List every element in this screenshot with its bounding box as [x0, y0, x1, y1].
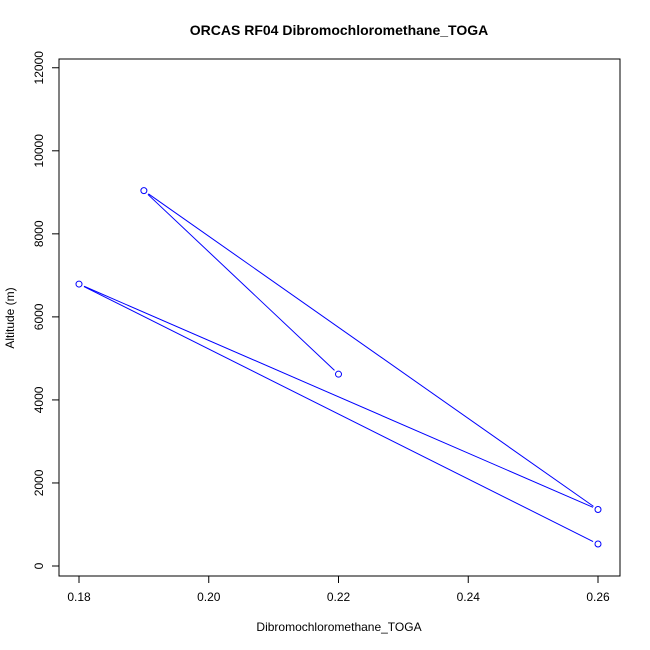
y-axis: 0 2000 4000 6000 8000 10000 12000 [32, 51, 60, 569]
series-line-segment [83, 286, 594, 542]
y-tick-label: 8000 [32, 220, 46, 247]
y-tick-label: 6000 [32, 303, 46, 330]
data-point [594, 540, 602, 548]
y-axis-label: Altitude (m) [3, 287, 17, 348]
series-line-segment [83, 285, 594, 508]
series-line-segment [147, 194, 335, 371]
x-tick-label: 0.24 [457, 590, 481, 604]
data-point [75, 280, 83, 288]
series-line-segment [148, 193, 594, 507]
x-tick-label: 0.26 [586, 590, 610, 604]
data-series [75, 187, 602, 548]
y-tick-label: 0 [32, 562, 46, 569]
data-point [335, 370, 342, 378]
x-tick-label: 0.20 [197, 590, 221, 604]
data-point [140, 187, 148, 195]
y-tick-label: 10000 [32, 134, 46, 168]
x-axis-label: Dibromochloromethane_TOGA [256, 620, 421, 634]
x-tick-label: 0.18 [67, 590, 91, 604]
chart-title: ORCAS RF04 Dibromochloromethane_TOGA [190, 22, 488, 38]
y-tick-label: 2000 [32, 469, 46, 496]
x-axis: 0.18 0.20 0.22 0.24 0.26 [67, 575, 610, 604]
y-tick-label: 4000 [32, 386, 46, 413]
plot-frame [58, 58, 621, 577]
x-tick-label: 0.22 [327, 590, 351, 604]
data-point [594, 506, 602, 514]
y-tick-label: 12000 [32, 51, 46, 85]
